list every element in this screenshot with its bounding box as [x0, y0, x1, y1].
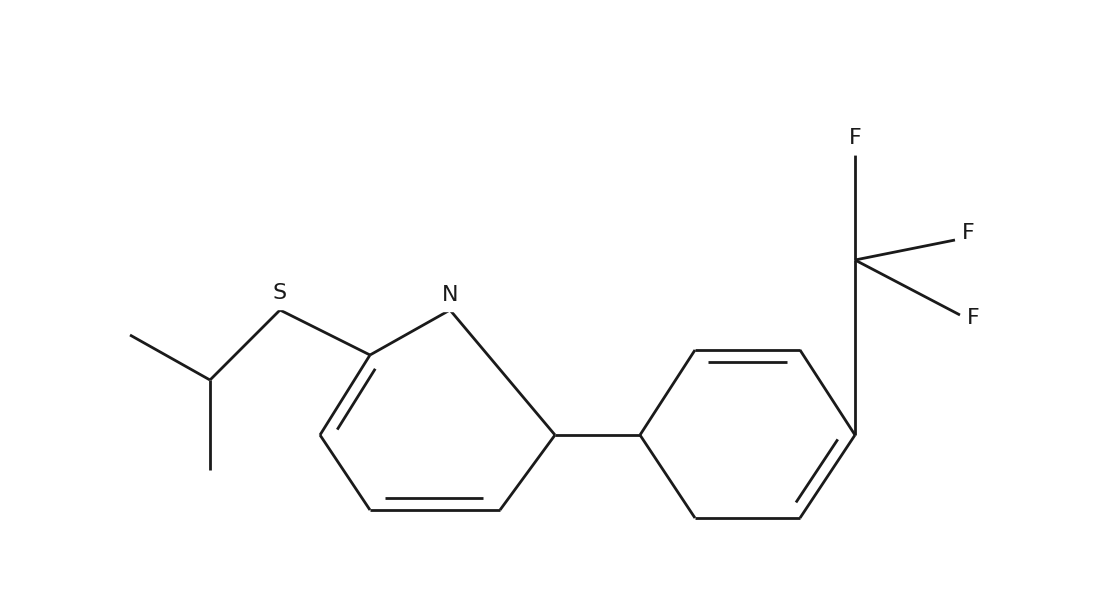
Text: F: F	[962, 223, 975, 243]
Text: F: F	[848, 128, 861, 148]
Text: F: F	[967, 308, 979, 328]
Text: S: S	[273, 283, 287, 303]
Text: N: N	[442, 285, 459, 305]
